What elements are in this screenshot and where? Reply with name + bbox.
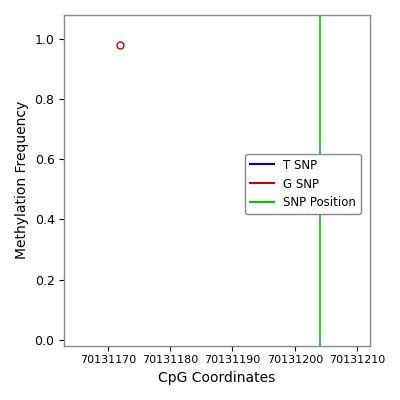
Y-axis label: Methylation Frequency: Methylation Frequency — [15, 101, 29, 260]
X-axis label: CpG Coordinates: CpG Coordinates — [158, 371, 276, 385]
Legend: T SNP, G SNP, SNP Position: T SNP, G SNP, SNP Position — [245, 154, 360, 214]
